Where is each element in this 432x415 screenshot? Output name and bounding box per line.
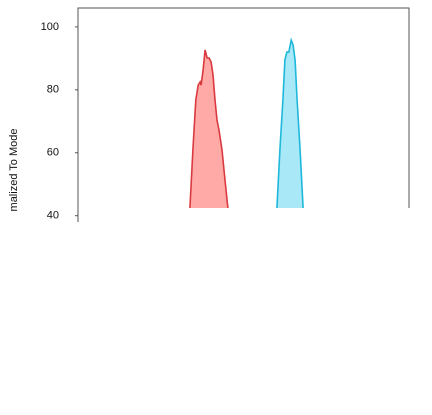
y-tick-label: 80: [47, 84, 59, 96]
area-fill: [276, 40, 304, 208]
axis-frame: [77, 7, 410, 222]
y-axis-label: malized To Mode: [8, 129, 20, 212]
area-fill: [189, 49, 228, 208]
y-tick-label: 40: [47, 210, 59, 222]
plot-area: [189, 37, 304, 208]
y-tick-label: 60: [47, 147, 59, 159]
y-tick-label: 100: [41, 21, 59, 33]
area-line: [276, 37, 304, 208]
area-line: [189, 49, 229, 208]
